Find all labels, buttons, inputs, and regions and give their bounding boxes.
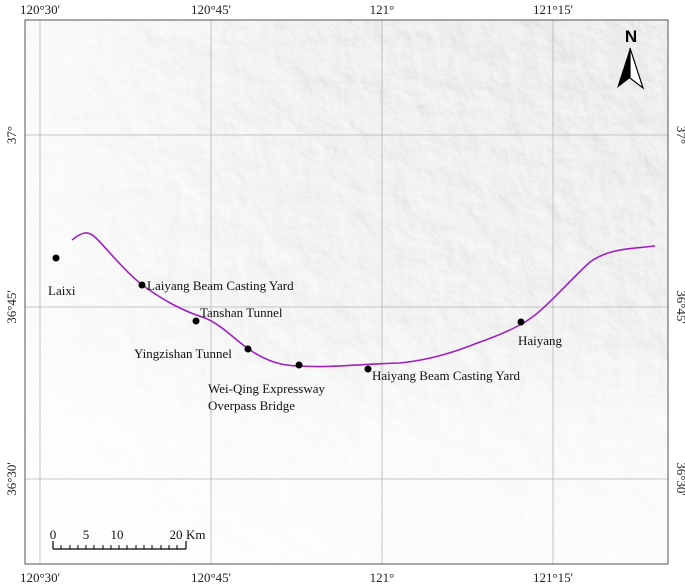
- coord-bottom-4: 121°15': [533, 570, 573, 585]
- north-arrow-label: N: [625, 27, 637, 46]
- coord-bottom-2: 120°45': [191, 570, 231, 585]
- coord-right-2: 36°45': [674, 290, 685, 324]
- coord-bottom-1: 120°30': [20, 570, 60, 585]
- scale-tick-0: 0: [50, 527, 57, 542]
- terrain-hillshade: [25, 20, 668, 564]
- railway-route: [71, 232, 656, 368]
- marker-laixi: [52, 254, 60, 262]
- label-haiyang: Haiyang: [518, 333, 563, 348]
- marker-haiyang: [517, 318, 525, 326]
- marker-haiyang-yard: [364, 365, 372, 373]
- coord-right-3: 36°30': [674, 462, 685, 496]
- label-laiyang-yard: Laiyang Beam Casting Yard: [147, 278, 294, 293]
- scale-tick-5: 5: [83, 527, 90, 542]
- place-labels: Laixi Laiyang Beam Casting Yard Tanshan …: [48, 278, 563, 413]
- graticule: [25, 20, 668, 564]
- coord-bottom-3: 121°: [370, 570, 395, 585]
- map-frame: [24, 19, 669, 565]
- coord-right-1: 37°: [674, 126, 685, 144]
- marker-weiqing: [295, 361, 303, 369]
- coord-top-3: 121°: [370, 2, 395, 17]
- label-laixi: Laixi: [48, 283, 76, 298]
- coord-top-1: 120°30': [20, 2, 60, 17]
- scale-bar: 0 5 10 20 Km: [50, 527, 206, 550]
- label-tanshan: Tanshan Tunnel: [200, 305, 283, 320]
- coord-labels-right: 37° 36°45' 36°30': [674, 126, 685, 496]
- coord-labels-top: 120°30' 120°45' 121° 121°15': [20, 2, 573, 17]
- marker-laiyang-yard: [138, 281, 146, 289]
- coord-labels-left: 37° 36°45' 36°30': [4, 126, 19, 496]
- marker-yingzishan: [244, 345, 252, 353]
- coord-left-1: 37°: [4, 126, 19, 144]
- label-yingzishan: Yingzishan Tunnel: [134, 346, 232, 361]
- north-arrow-left: [617, 48, 630, 88]
- scale-tick-10: 10: [111, 527, 124, 542]
- label-haiyang-yard: Haiyang Beam Casting Yard: [372, 368, 521, 383]
- coord-top-2: 120°45': [191, 2, 231, 17]
- scale-tick-20: 20: [170, 527, 183, 542]
- marker-tanshan: [192, 317, 200, 325]
- north-arrow: N: [617, 27, 645, 90]
- place-markers: [52, 254, 525, 373]
- north-arrow-right: [629, 47, 645, 90]
- scale-unit: Km: [186, 527, 206, 542]
- coord-labels-bottom: 120°30' 120°45' 121° 121°15': [20, 570, 573, 585]
- coord-top-4: 121°15': [533, 2, 573, 17]
- label-weiqing-line1: Wei-Qing Expressway: [208, 381, 326, 396]
- coord-left-3: 36°30': [4, 462, 19, 496]
- coord-left-2: 36°45': [4, 290, 19, 324]
- label-weiqing-line2: Overpass Bridge: [208, 398, 295, 413]
